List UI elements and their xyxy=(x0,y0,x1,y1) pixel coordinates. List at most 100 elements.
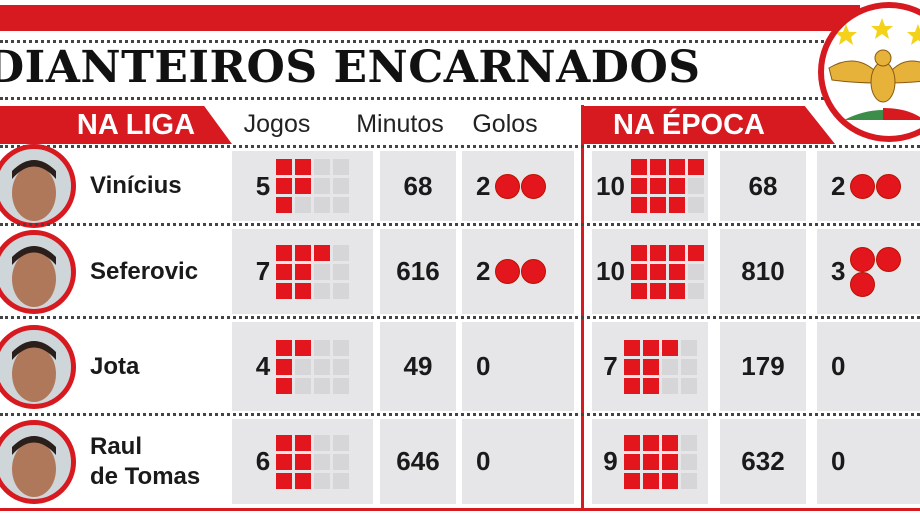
season-goals-cell: 0 xyxy=(817,322,920,411)
game-square xyxy=(623,358,640,375)
football-icon xyxy=(876,173,902,199)
season-goals-cell: 2 xyxy=(817,151,920,221)
game-square xyxy=(680,339,697,356)
game-square xyxy=(314,377,331,394)
game-square xyxy=(687,159,704,175)
game-square xyxy=(314,339,331,356)
eagle-icon xyxy=(828,18,920,120)
season-minutes-value: 632 xyxy=(741,446,785,476)
season-goals-value: 2 xyxy=(831,170,846,201)
divider xyxy=(0,40,830,43)
game-square xyxy=(623,339,640,356)
league-games-value: 5 xyxy=(255,170,271,201)
game-square xyxy=(668,197,685,213)
game-square xyxy=(276,339,293,356)
game-square xyxy=(630,282,647,299)
season-games-grid xyxy=(630,159,704,213)
game-square xyxy=(661,434,678,451)
game-square xyxy=(295,244,312,261)
football-icon xyxy=(521,259,547,284)
season-minutes-value: 68 xyxy=(748,170,778,201)
game-square xyxy=(295,178,312,194)
season-goals-value: 0 xyxy=(831,351,846,381)
player-photo xyxy=(0,419,76,504)
season-minutes-value: 179 xyxy=(741,351,785,381)
game-square xyxy=(276,197,293,213)
season-games-value: 7 xyxy=(603,351,618,381)
game-square xyxy=(333,159,350,175)
game-square xyxy=(295,159,312,175)
football-icon xyxy=(495,259,521,284)
season-minutes-value: 810 xyxy=(741,256,785,286)
game-square xyxy=(661,453,678,470)
player-name-line: Vinícius xyxy=(90,172,182,199)
game-square xyxy=(314,197,331,213)
football-icon xyxy=(850,173,876,199)
section-season-label: NA ÉPOCA xyxy=(613,109,765,141)
season-goals-value: 3 xyxy=(831,256,846,286)
game-square xyxy=(642,358,659,375)
league-goals-cell: 0 xyxy=(462,419,574,504)
season-games-value: 10 xyxy=(596,170,625,201)
row-divider xyxy=(0,145,920,148)
season-minutes-cell: 632 xyxy=(720,419,806,504)
player-name: Jota xyxy=(90,318,139,415)
game-square xyxy=(333,282,350,299)
game-square xyxy=(630,263,647,280)
game-square xyxy=(314,472,331,489)
game-square xyxy=(649,178,666,194)
game-square xyxy=(661,358,678,375)
game-square xyxy=(680,377,697,394)
row-divider xyxy=(0,223,920,226)
game-square xyxy=(314,282,331,299)
league-minutes-cell: 49 xyxy=(380,322,456,411)
season-goals-cell: 0 xyxy=(817,419,920,504)
game-square xyxy=(276,178,293,194)
season-goals-balls xyxy=(849,173,902,199)
page-title: DIANTEIROS ENCARNADOS xyxy=(0,42,701,93)
game-square xyxy=(668,263,685,280)
column-header-minutes: Minutos xyxy=(356,110,444,138)
player-name: Raul de Tomas xyxy=(90,415,200,508)
league-minutes-value: 49 xyxy=(403,351,433,381)
game-square xyxy=(295,377,312,394)
game-square xyxy=(295,358,312,375)
row-divider xyxy=(0,316,920,319)
game-square xyxy=(276,377,293,394)
column-header-games: Jogos xyxy=(243,110,311,138)
game-square xyxy=(333,197,350,213)
league-goals-value: 0 xyxy=(476,351,491,381)
football-icon xyxy=(850,246,876,272)
game-square xyxy=(642,377,659,394)
game-square xyxy=(314,434,331,451)
game-square xyxy=(623,377,640,394)
season-games-grid xyxy=(623,434,697,489)
league-games-value: 6 xyxy=(255,446,271,476)
game-square xyxy=(661,472,678,489)
season-minutes-cell: 179 xyxy=(720,322,806,411)
game-square xyxy=(680,358,697,375)
league-goals-balls xyxy=(494,173,547,199)
game-square xyxy=(623,472,640,489)
game-square xyxy=(333,434,350,451)
game-square xyxy=(276,282,293,299)
game-square xyxy=(623,434,640,451)
football-icon xyxy=(521,173,547,199)
league-minutes-value: 646 xyxy=(396,446,440,476)
league-games-cell: 5 xyxy=(232,151,373,221)
game-square xyxy=(333,358,350,375)
game-square xyxy=(649,159,666,175)
player-name-line: Raul xyxy=(90,432,143,460)
season-goals-cell: 3 xyxy=(817,229,920,314)
game-square xyxy=(295,263,312,280)
league-games-value: 4 xyxy=(255,351,271,381)
game-square xyxy=(333,472,350,489)
season-games-cell: 10 xyxy=(592,229,708,314)
game-square xyxy=(333,339,350,356)
player-name-line: Seferovic xyxy=(90,257,199,285)
player-photo xyxy=(0,324,76,409)
league-minutes-value: 68 xyxy=(403,170,433,201)
bottom-border xyxy=(0,508,920,511)
game-square xyxy=(630,244,647,261)
league-goals-cell: 0 xyxy=(462,322,574,411)
